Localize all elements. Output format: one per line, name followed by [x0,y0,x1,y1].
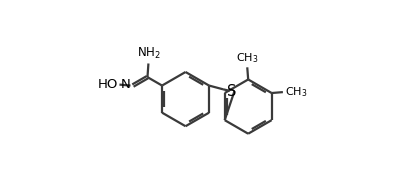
Text: S: S [227,84,237,99]
Text: CH$_3$: CH$_3$ [285,85,308,99]
Text: N: N [121,79,131,91]
Text: CH$_3$: CH$_3$ [236,52,259,65]
Text: NH$_2$: NH$_2$ [138,46,161,61]
Text: HO: HO [98,78,118,91]
